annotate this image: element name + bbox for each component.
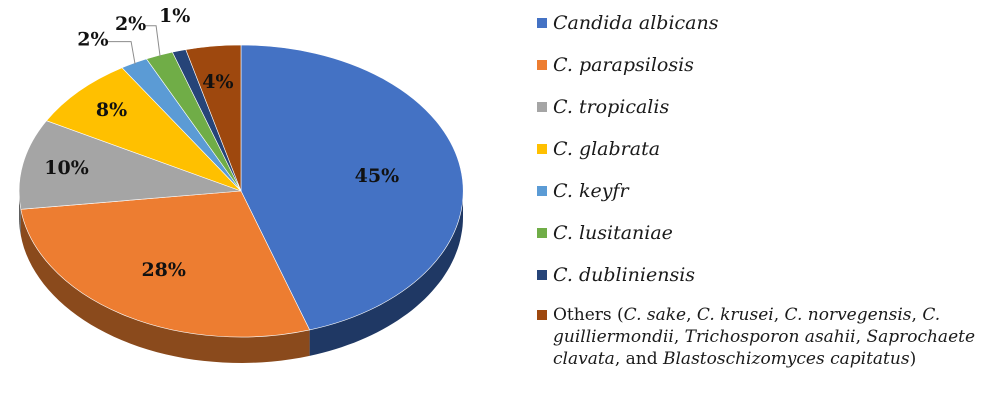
pie-slices (18, 44, 464, 338)
legend-others-text: , (773, 305, 785, 325)
pie-chart: 45% 28% 10% 8% 2% 2% 1% 4% (18, 5, 464, 363)
slice-label-c-keyfr: 2% (77, 29, 108, 51)
legend-swatch (537, 228, 547, 238)
leader-line-c-keyfr-4 (106, 41, 136, 65)
slice-label-c-dubliniensis: 1% (159, 5, 190, 27)
legend-label: C. dubliniensis (553, 264, 696, 286)
slice-candida-albicans (240, 44, 464, 331)
legend-label: C. parapsilosis (553, 54, 694, 76)
legend-item-c-glabrata: C. glabrata (537, 134, 992, 176)
legend-others-text: , and (614, 349, 663, 369)
legend-item-others: Others (C. sake, C. krusei, C. norvegens… (537, 304, 992, 370)
legend-item-c-lusitaniae: C. lusitaniae (537, 218, 992, 260)
slice-c-glabrata (45, 67, 242, 192)
legend-others-text: Saprochaete clavata (553, 327, 976, 369)
legend-swatch (537, 270, 547, 280)
legend-label: C. tropicalis (553, 96, 670, 118)
legend-others-text: C. sake (623, 305, 687, 325)
legend-label: C. keyfr (553, 180, 629, 202)
legend-others-text: Trichosporon asahii (684, 327, 856, 347)
slice-labels: 45% 28% 10% 8% 2% 2% 1% 4% (44, 5, 399, 281)
slice-label-c-glabrata: 8% (96, 99, 127, 121)
slice-label-candida-albicans: 45% (355, 165, 400, 187)
legend-others-text: C. guilliermondii (553, 305, 941, 347)
legend-swatch (537, 144, 547, 154)
legend-swatch (537, 102, 547, 112)
legend-others-text: , (686, 305, 697, 325)
legend-others-text: , (855, 327, 867, 347)
legend-swatch (537, 310, 547, 320)
side-c-parapsilosis (20, 209, 310, 363)
legend-others-text: ) (909, 349, 917, 369)
slice-label-c-lusitaniae: 2% (115, 13, 146, 35)
slice-c-parapsilosis (20, 190, 311, 338)
legend-swatch (537, 60, 547, 70)
legend-item-c-tropicalis: C. tropicalis (537, 92, 992, 134)
legend-label: Candida albicans (553, 12, 719, 34)
legend-label: C. glabrata (553, 138, 661, 160)
legend-others-text: Blastoschizomyces capitatus (663, 349, 910, 369)
legend-label: C. lusitaniae (553, 222, 673, 244)
legend-others-text: Others ( (553, 305, 624, 325)
legend-swatch (537, 186, 547, 196)
legend-others-text: , (911, 305, 923, 325)
legend-item-c-dubliniensis: C. dubliniensis (537, 260, 992, 302)
legend: Candida albicans C. parapsilosis C. tropic… (537, 8, 992, 370)
leader-line-c-lusitaniae-5 (144, 25, 161, 57)
side-candida-albicans (309, 191, 463, 356)
legend-item-c-parapsilosis: C. parapsilosis (537, 50, 992, 92)
slice-label-others: 4% (202, 71, 233, 93)
legend-swatch (537, 18, 547, 28)
slice-c-tropicalis (18, 120, 242, 210)
slice-label-c-parapsilosis: 28% (141, 259, 186, 281)
legend-others-text: C. krusei (696, 305, 774, 325)
legend-others-text: C. norvegensis (784, 305, 912, 325)
leader-lines (106, 25, 161, 65)
slice-others (185, 44, 242, 192)
slice-label-c-tropicalis: 10% (44, 157, 89, 179)
legend-item-candida-albicans: Candida albicans (537, 8, 992, 50)
legend-others-text: , (673, 327, 685, 347)
legend-item-c-keyfr: C. keyfr (537, 176, 992, 218)
